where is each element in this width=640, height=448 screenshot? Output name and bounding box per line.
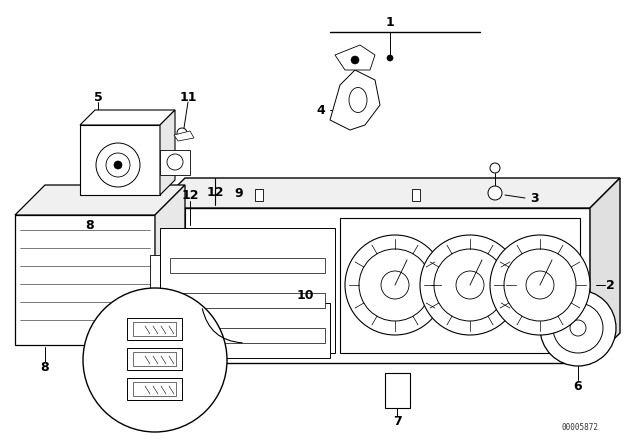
Text: 6: 6 [573,379,582,392]
Circle shape [504,249,576,321]
Bar [255,189,263,201]
Bar [340,218,580,353]
Text: 12: 12 [181,189,199,202]
Bar [150,255,162,305]
Bar [170,258,325,273]
Bar [412,189,420,201]
Text: 3: 3 [530,191,539,204]
Text: 8: 8 [41,361,49,374]
Polygon shape [160,110,175,195]
Polygon shape [160,150,190,175]
Circle shape [490,235,590,335]
Bar [127,378,182,400]
FancyArrowPatch shape [202,309,242,343]
Polygon shape [590,178,620,363]
Text: 10: 10 [296,289,314,302]
Bar [170,328,325,343]
Circle shape [420,235,520,335]
Circle shape [106,153,130,177]
Circle shape [488,186,502,200]
Circle shape [167,154,183,170]
Text: 1: 1 [386,16,394,29]
Text: 5: 5 [93,90,102,103]
Circle shape [345,235,445,335]
Polygon shape [174,131,194,141]
Bar [155,208,590,363]
Bar [385,373,410,408]
Circle shape [387,55,393,61]
Text: 4: 4 [316,103,325,116]
Text: 9: 9 [234,186,243,199]
Circle shape [381,271,409,299]
Polygon shape [155,185,185,345]
Circle shape [351,56,359,64]
Circle shape [359,249,431,321]
Circle shape [490,163,500,173]
Polygon shape [15,185,185,215]
Circle shape [434,249,506,321]
Bar [80,125,160,195]
Bar [127,318,182,340]
Bar [15,215,155,345]
Bar [160,228,335,353]
Circle shape [570,320,586,336]
Text: 2: 2 [605,279,614,292]
Text: 11: 11 [179,90,196,103]
Text: 00005872: 00005872 [561,423,598,432]
Text: 12: 12 [206,185,224,198]
Circle shape [83,288,227,432]
Text: 8: 8 [86,219,94,232]
Circle shape [96,143,140,187]
Polygon shape [80,110,175,125]
Bar [133,322,176,336]
Circle shape [456,271,484,299]
Circle shape [540,290,616,366]
Circle shape [526,271,554,299]
Circle shape [553,303,603,353]
Polygon shape [335,45,375,70]
Bar [170,293,325,308]
Bar [133,382,176,396]
Bar [133,352,176,366]
Polygon shape [155,178,620,208]
Bar [160,303,330,358]
Polygon shape [330,70,380,130]
Bar [127,348,182,370]
Text: 7: 7 [392,414,401,427]
Circle shape [114,161,122,169]
Circle shape [177,128,187,138]
